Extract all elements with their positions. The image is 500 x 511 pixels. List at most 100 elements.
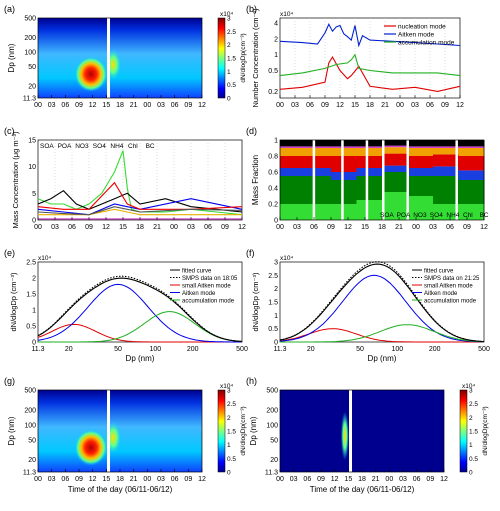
- plot-frame: [279, 261, 485, 343]
- legend-entry: NO3: [413, 212, 427, 219]
- x-tick-label: 12: [344, 224, 352, 231]
- y-axis-title: Mass Fraction: [251, 155, 260, 205]
- x-tick-label: 03: [291, 102, 299, 109]
- area-segment-so4: [458, 156, 485, 171]
- x-tick-label: 15: [344, 476, 352, 483]
- x-tick-label: 03: [48, 476, 56, 483]
- y-tick-label: 0.6: [268, 170, 278, 177]
- y-axis-title: dN/dlogDp (cm⁻³): [9, 272, 18, 331]
- x-tick-label: 00: [276, 476, 284, 483]
- smps-data-curve: [37, 275, 243, 343]
- legend-entry: Chl: [463, 212, 473, 219]
- y-tick-label: 0: [32, 340, 36, 347]
- area-segment-nh4: [458, 148, 485, 156]
- y-tick-label: 200: [24, 35, 36, 42]
- x-tick-label: 00: [276, 224, 284, 231]
- x-tick-label: 03: [157, 102, 165, 109]
- x-tick-label: 00: [143, 476, 151, 483]
- area-segment-chl: [458, 146, 485, 148]
- colorbar-tick-label: 2: [469, 415, 473, 422]
- area-segment-soa: [382, 192, 408, 220]
- panel-label-f: (f): [246, 248, 255, 258]
- legend-entry: BC: [146, 143, 155, 150]
- colorbar-tick-label: 3: [469, 388, 473, 395]
- colorbar-tick-label: 0.5: [227, 82, 236, 89]
- x-tick-label: 100: [392, 346, 404, 353]
- x-tick-label: 21: [130, 476, 138, 483]
- y-tick-label: 3: [274, 260, 278, 267]
- area-segment-soa: [331, 204, 357, 220]
- x-tick-label: 500: [236, 346, 248, 353]
- legend-entry: accumulation mode: [424, 298, 477, 304]
- x-tick-label: 12: [440, 476, 448, 483]
- x-tick-label: 11.3: [31, 346, 44, 353]
- x-tick-label: 06: [61, 476, 69, 483]
- y-tick-label: 0.2: [268, 89, 278, 96]
- colorbar-tick-label: 3: [227, 16, 231, 23]
- x-tick-label: 00: [34, 102, 42, 109]
- x-tick-label: 12: [198, 102, 206, 109]
- y-axis-title: Mass Concentration (μg m⁻³): [11, 131, 20, 229]
- area-segment-so4: [331, 156, 357, 172]
- y-tick-label: 200: [266, 407, 278, 414]
- data-gap: [341, 140, 344, 220]
- x-tick-label: 09: [221, 224, 229, 231]
- area-segment-poa: [305, 176, 332, 204]
- y-tick-label: 50: [28, 437, 36, 444]
- y-tick-label: 11.3: [23, 96, 36, 103]
- area-segment-chl: [433, 146, 459, 148]
- y-tick-label: 0: [274, 340, 278, 347]
- area-segment-nh4: [407, 148, 434, 156]
- area-segment-so4: [280, 156, 306, 168]
- x-tick-label: 21: [153, 224, 161, 231]
- x-tick-label: 12: [89, 102, 97, 109]
- y-tick-label: 0.4: [268, 186, 278, 193]
- y-tick-label: 0.5: [268, 68, 278, 75]
- area-segment-no3: [382, 165, 408, 172]
- y-tick-label: 100: [24, 422, 36, 429]
- x-tick-label: 15: [351, 102, 359, 109]
- mode-curve-accumulation-mode: [38, 311, 243, 343]
- area-segment-nh4: [305, 148, 332, 156]
- legend-entry: SO4: [430, 212, 443, 219]
- series-line-no3: [37, 198, 243, 216]
- y-tick-label: 20: [28, 83, 36, 90]
- colorbar-tick-label: 0: [227, 470, 231, 477]
- x-tick-label: 03: [411, 102, 419, 109]
- x-tick-label: 500: [478, 346, 490, 353]
- x-tick-label: 03: [429, 224, 437, 231]
- data-gap: [406, 140, 409, 220]
- x-tick-label: 20: [65, 346, 73, 353]
- area-segment-no3: [356, 168, 383, 176]
- colorbar-tick-label: 2: [227, 42, 231, 49]
- area-segment-poa: [458, 180, 485, 204]
- legend-entry: SOA: [380, 212, 394, 219]
- colorbar-label: dN/dlogDp(cm⁻³): [240, 406, 247, 455]
- x-tick-label: 03: [399, 476, 407, 483]
- x-tick-label: 03: [51, 224, 59, 231]
- y-tick-label: 2.5: [268, 273, 278, 280]
- area-segment-bc: [433, 140, 459, 147]
- colorbar-tick-label: 0: [469, 470, 473, 477]
- x-tick-label: 50: [356, 346, 364, 353]
- colorbar-tick-label: 1.5: [227, 56, 236, 63]
- legend-entry: accumulation mode: [398, 40, 455, 47]
- x-tick-label: 09: [184, 102, 192, 109]
- y-tick-label: 50: [270, 437, 278, 444]
- y-tick-label: 0: [274, 218, 278, 225]
- x-tick-label: 03: [290, 476, 298, 483]
- y-tick-label: 4: [274, 21, 278, 28]
- colorbar-exponent: x10⁴: [220, 383, 233, 390]
- area-segment-soa: [280, 204, 306, 220]
- x-tick-label: 06: [310, 224, 318, 231]
- area-segment-chl: [305, 146, 332, 148]
- panel-label-d: (d): [246, 126, 257, 136]
- x-tick-label: 12: [456, 102, 464, 109]
- area-segment-poa: [433, 176, 459, 204]
- y-tick-label: 2: [32, 276, 36, 283]
- panel-label-b: (b): [246, 4, 257, 14]
- area-segment-poa: [356, 176, 383, 200]
- area-segment-soa: [407, 196, 434, 220]
- legend-entry: Aitken mode: [398, 32, 435, 39]
- area-segment-nh4: [280, 148, 306, 156]
